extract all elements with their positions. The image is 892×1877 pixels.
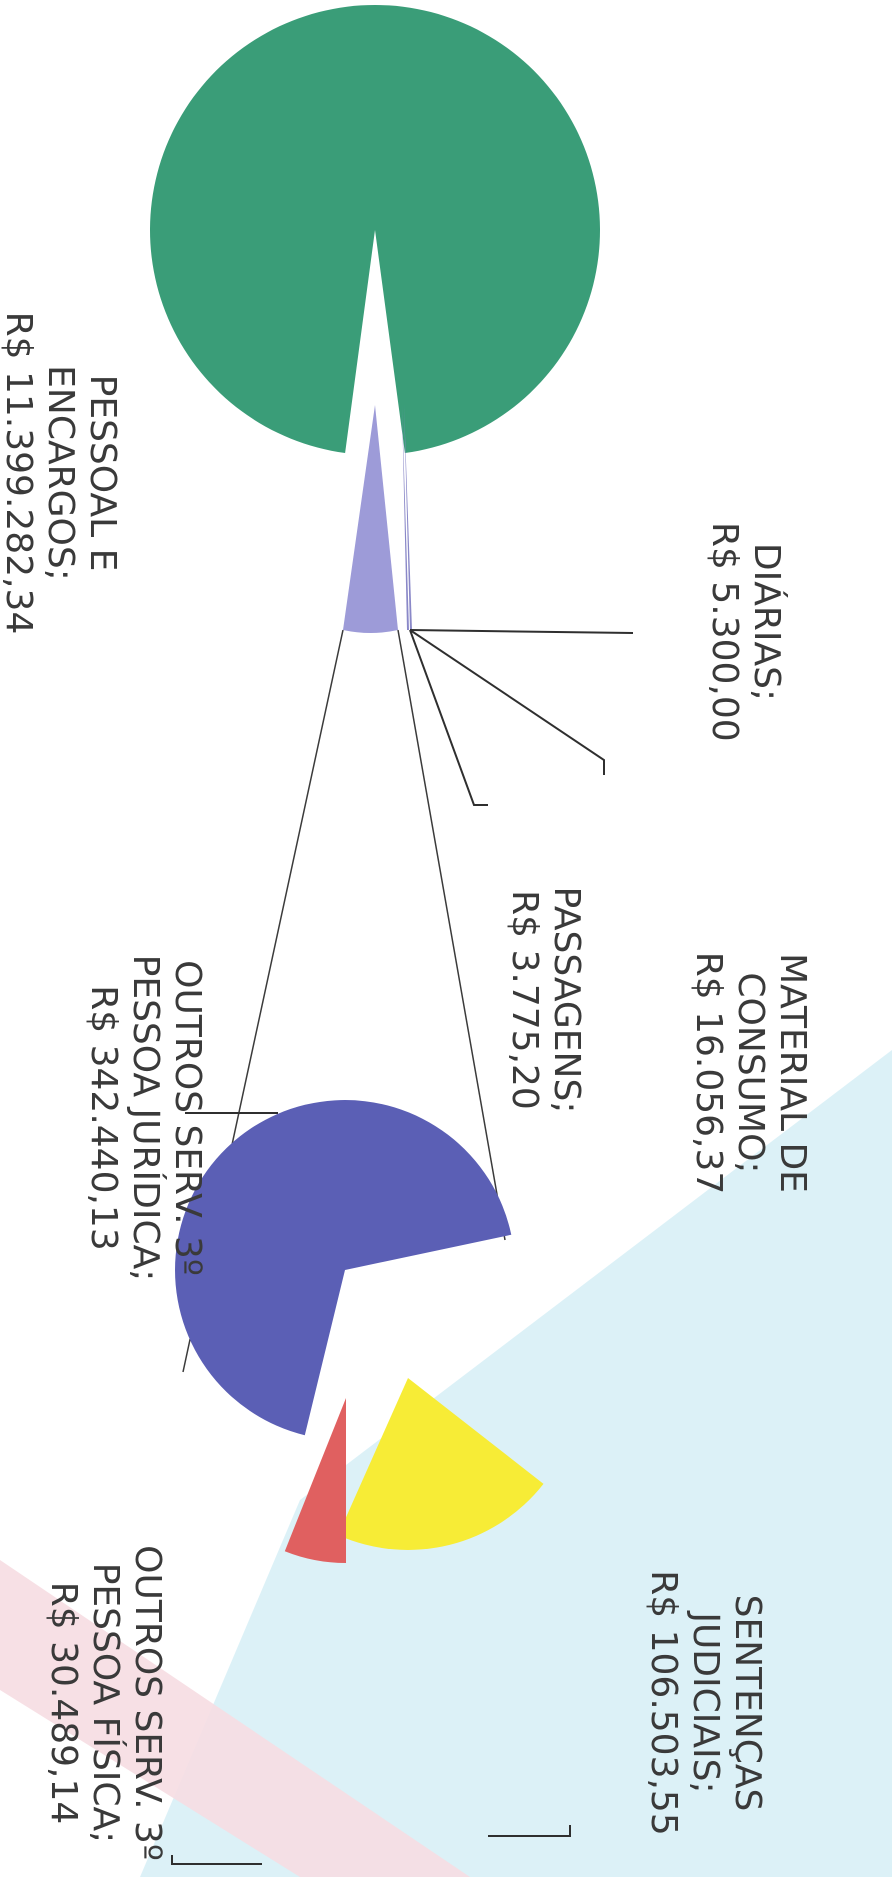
label-sentencas: SENTENÇAS JUDICIAIS; R$ 106.503,55 (643, 1570, 768, 1836)
connector-right (397, 629, 506, 1241)
label-pj: OUTROS SERV. 3º PESSOA JURÍDICA; R$ 342.… (83, 954, 208, 1282)
label-pf: OUTROS SERV. 3º PESSOA FÍSICA; R$ 30.489… (43, 1545, 168, 1861)
slice-sentencas (338, 1378, 544, 1550)
background-pink-band (0, 1560, 470, 1877)
leader-pf (171, 1855, 262, 1865)
slice-material (404, 405, 412, 630)
label-diarias: DIÁRIAS; R$ 5.300,00 (704, 522, 787, 742)
slice-other-group (343, 405, 398, 633)
label-passagens: PASSAGENS; R$ 3.775,20 (504, 886, 587, 1114)
leader-diarias (409, 629, 634, 634)
leader-passagens (409, 629, 488, 806)
slice-pj (175, 1100, 512, 1436)
slice-passagens (402, 405, 409, 630)
slice-pf (284, 1398, 346, 1563)
main-pie (150, 4, 600, 633)
label-material: MATERIAL DE CONSUMO; R$ 16.056,37 (688, 951, 813, 1195)
secondary-pie (175, 1100, 544, 1563)
label-pessoal: PESSOAL E ENCARGOS; R$ 11.399.282,34 (0, 311, 123, 635)
slice-pessoal (150, 4, 600, 454)
leader-sentencas (488, 1825, 571, 1837)
leader-material (409, 629, 605, 775)
leader-lines (171, 629, 634, 1865)
